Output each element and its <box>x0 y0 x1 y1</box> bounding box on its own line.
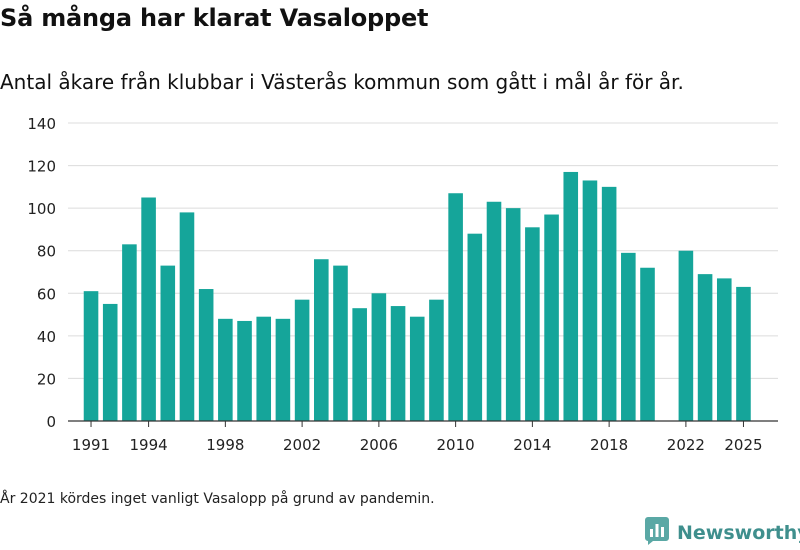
bar[interactable] <box>467 233 483 421</box>
bar[interactable] <box>256 316 272 421</box>
bar[interactable] <box>83 291 99 421</box>
y-tick-label: 20 <box>37 370 56 388</box>
bar[interactable] <box>122 244 137 421</box>
bar[interactable] <box>314 259 329 421</box>
bar[interactable] <box>352 308 367 421</box>
bar-chart: 0 20 40 60 80 100 120 140 1991 1994 1998 2002 2006 2… <box>27 115 778 454</box>
bar[interactable] <box>294 299 310 421</box>
y-tick-labels: 0 20 40 60 80 100 120 140 <box>27 115 56 431</box>
bar[interactable] <box>409 316 425 421</box>
bar[interactable] <box>486 201 502 421</box>
x-tick-label: 2010 <box>437 436 475 454</box>
x-tick-labels: 1991 1994 1998 2002 2006 2010 2014 2018 2022 2025 <box>72 436 763 454</box>
bar[interactable] <box>218 318 233 421</box>
bar[interactable] <box>198 289 214 421</box>
footnote: År 2021 kördes inget vanligt Vasalopp på… <box>0 491 435 507</box>
newsworthy-logo-icon <box>645 517 669 549</box>
bar[interactable] <box>141 197 156 422</box>
bar[interactable] <box>102 303 118 421</box>
bar[interactable] <box>697 274 713 421</box>
x-tick-label: 2006 <box>360 436 398 454</box>
y-tick-label: 0 <box>46 413 56 431</box>
x-tick-label: 1994 <box>130 436 168 454</box>
y-tick-label: 140 <box>27 115 56 133</box>
brand-logo[interactable]: Newsworthy <box>645 517 800 549</box>
bars <box>83 171 751 422</box>
y-tick-label: 60 <box>37 285 56 303</box>
bar[interactable] <box>429 299 444 421</box>
bar[interactable] <box>237 320 252 421</box>
bar[interactable] <box>160 265 176 421</box>
bar[interactable] <box>582 180 598 421</box>
y-tick-label: 120 <box>27 158 56 176</box>
chart-title: Så många har klarat Vasaloppet <box>0 4 429 32</box>
bar[interactable] <box>716 278 732 421</box>
x-axis <box>68 420 778 427</box>
bar[interactable] <box>601 186 617 421</box>
bar[interactable] <box>179 212 195 421</box>
y-tick-label: 100 <box>27 200 56 218</box>
bar[interactable] <box>390 306 406 421</box>
bar[interactable] <box>371 293 387 421</box>
x-tick-label: 2022 <box>667 436 705 454</box>
brand-name: Newsworthy <box>677 522 800 544</box>
bar[interactable] <box>678 250 694 421</box>
bar[interactable] <box>563 171 579 421</box>
bar[interactable] <box>736 286 751 421</box>
bar[interactable] <box>640 267 655 421</box>
x-tick-label: 2018 <box>590 436 628 454</box>
bar[interactable] <box>505 208 521 421</box>
bar[interactable] <box>333 265 348 421</box>
x-tick-label: 2025 <box>724 436 762 454</box>
x-tick-label: 2014 <box>513 436 551 454</box>
x-tick-label: 1998 <box>206 436 244 454</box>
bar[interactable] <box>544 214 559 421</box>
x-tick-label: 1991 <box>72 436 110 454</box>
y-tick-label: 40 <box>37 328 56 346</box>
bar[interactable] <box>275 318 291 421</box>
chart-subtitle: Antal åkare från klubbar i Västerås komm… <box>0 70 684 94</box>
x-tick-label: 2002 <box>283 436 321 454</box>
bar[interactable] <box>525 227 540 421</box>
y-tick-label: 80 <box>37 243 56 261</box>
bar[interactable] <box>621 252 636 421</box>
bar[interactable] <box>448 193 463 421</box>
